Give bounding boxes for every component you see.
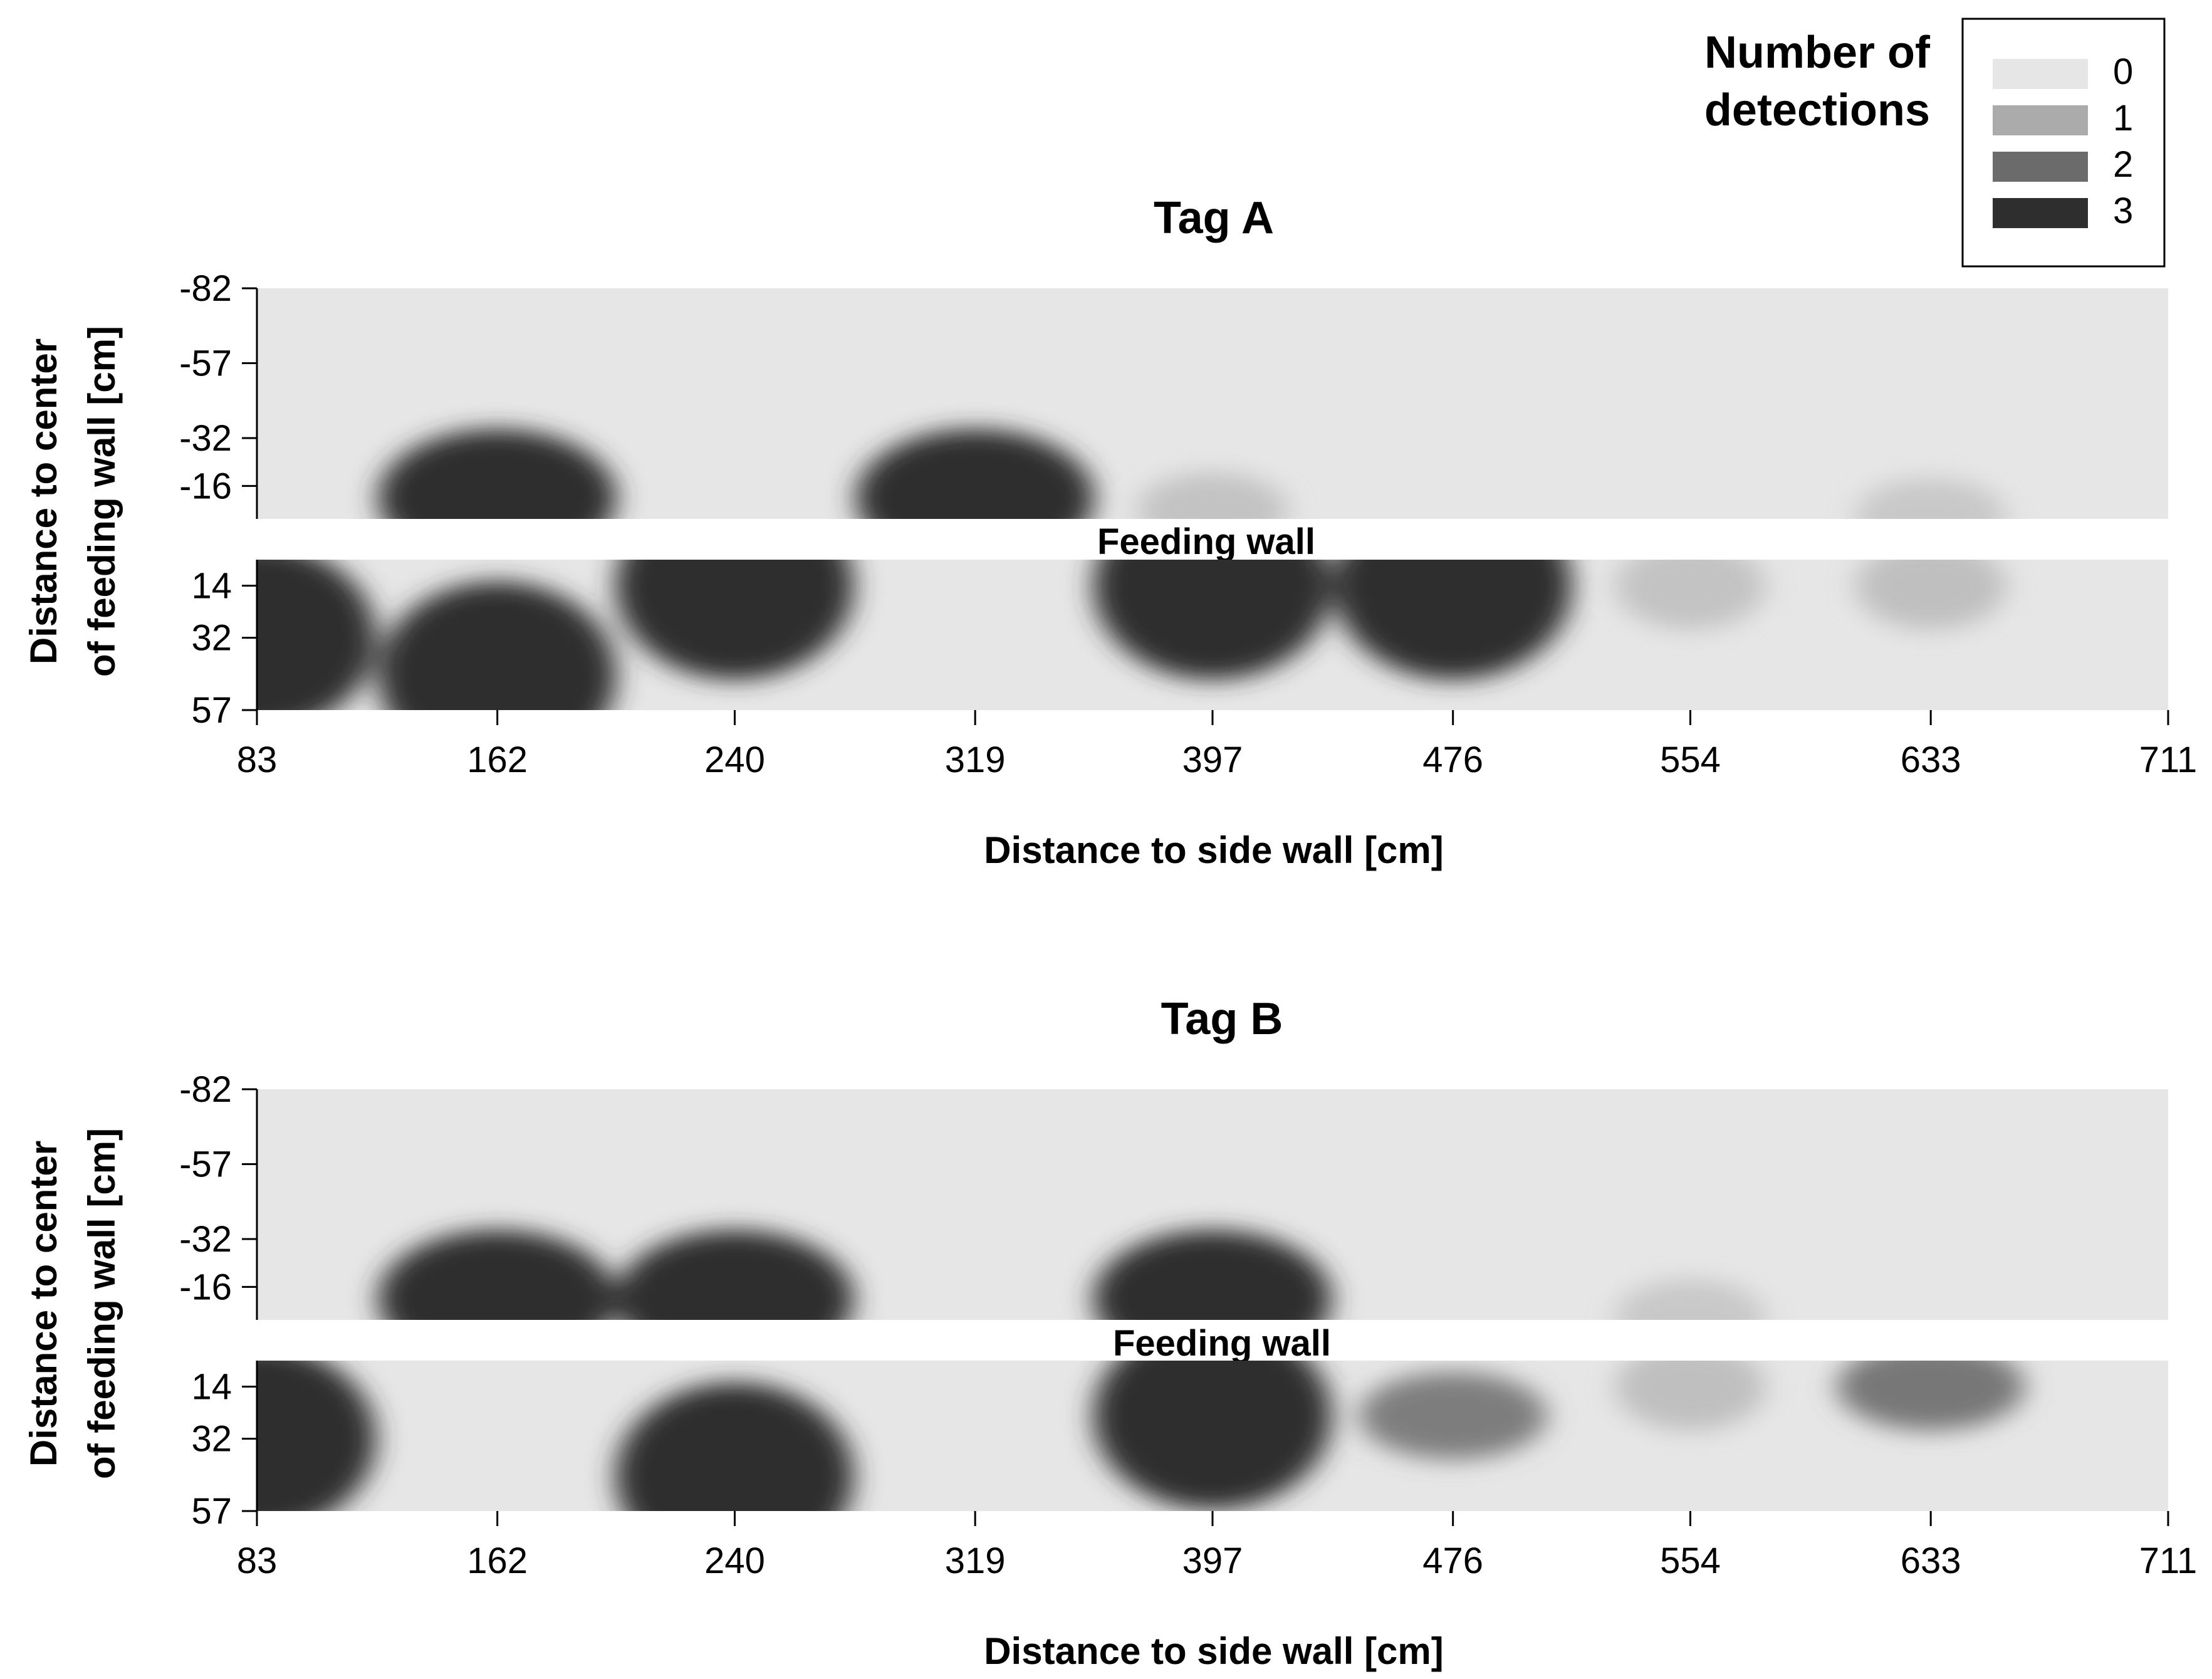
y-tick-label-tag-b--82: -82	[179, 1069, 232, 1110]
y-tick-label-tag-b-32: 32	[191, 1419, 232, 1460]
heat-spot-tag-b-5	[615, 1382, 854, 1511]
y-tick-label-tag-a--82: -82	[179, 268, 232, 309]
x-tick-label-tag-a-633: 633	[1901, 740, 1961, 780]
y-tick-label-tag-b--32: -32	[179, 1219, 232, 1260]
legend-title-line1: Number of	[1704, 28, 1931, 78]
heat-spot-tag-a-3	[1855, 478, 2006, 519]
legend-label-1: 1	[2113, 98, 2133, 139]
heat-spot-tag-a-7	[1093, 560, 1332, 680]
heat-spot-tag-b-7	[1359, 1371, 1547, 1460]
y-tick-label-tag-b-14: 14	[191, 1367, 232, 1408]
x-tick-label-tag-a-554: 554	[1660, 740, 1721, 780]
heat-spot-tag-a-8	[1333, 560, 1572, 680]
y-tick-label-tag-b--57: -57	[179, 1144, 232, 1185]
y-axis-title-tag-b-line2: of feeding wall [cm]	[81, 1128, 123, 1479]
y-axis-title-tag-a-line2: of feeding wall [cm]	[81, 326, 123, 677]
legend-items: 0 1 2 3	[1993, 51, 2133, 231]
legend-swatch-1	[1993, 105, 2088, 135]
heatmap-top-tag-b	[257, 1089, 2168, 1320]
heat-spot-tag-a-4	[257, 560, 376, 710]
y-tick-label-tag-a-32: 32	[191, 618, 232, 659]
legend-label-0: 0	[2113, 51, 2133, 92]
feeding-wall-label-tag-b: Feeding wall	[1113, 1323, 1331, 1364]
heat-spot-tag-b-0	[378, 1230, 617, 1320]
x-tick-label-tag-a-162: 162	[467, 740, 528, 780]
heat-spot-tag-a-0	[378, 429, 617, 519]
heat-spot-tag-b-1	[615, 1230, 854, 1320]
heat-spot-tag-a-6	[615, 560, 854, 680]
y-axis-title-tag-b-line1: Distance to center	[23, 1141, 65, 1467]
heat-spot-tag-a-10	[1855, 560, 2006, 630]
x-tick-label-tag-a-319: 319	[945, 740, 1006, 780]
heat-spot-tag-a-5	[378, 581, 617, 710]
heat-spot-tag-a-1	[856, 429, 1095, 519]
heat-spot-tag-b-8	[1615, 1361, 1766, 1431]
legend-label-2: 2	[2113, 144, 2133, 185]
legend-swatch-0	[1993, 59, 2088, 89]
legend-swatch-2	[1993, 152, 2088, 182]
heatmap-bottom-tag-a	[257, 560, 2168, 710]
panel-title-tag-b: Tag B	[1161, 994, 1283, 1044]
axes-tag-a: 83 162 240 319 397 476 554 633 711 -82 -57 -32 -16 14…	[179, 268, 2197, 780]
x-tick-label-tag-b-319: 319	[945, 1540, 1006, 1581]
x-tick-label-tag-b-711: 711	[2139, 1540, 2197, 1581]
legend: Number of detections 0 1 2 3	[1704, 18, 2166, 268]
x-tick-label-tag-a-711: 711	[2139, 740, 2197, 780]
feeding-wall-label-tag-a: Feeding wall	[1097, 521, 1315, 562]
heat-spot-tag-b-4	[257, 1361, 376, 1511]
x-tick-label-tag-a-397: 397	[1182, 740, 1243, 780]
legend-box	[1961, 18, 2166, 268]
x-tick-label-tag-b-554: 554	[1660, 1540, 1721, 1581]
heat-spot-tag-a-9	[1615, 560, 1766, 630]
heatmap-top-tag-a	[257, 288, 2168, 519]
x-tick-label-tag-b-240: 240	[704, 1540, 765, 1581]
y-tick-label-tag-a--32: -32	[179, 418, 232, 459]
legend-swatch-3	[1993, 198, 2088, 228]
heat-spot-tag-b-2	[1093, 1230, 1332, 1320]
axes-tag-b: 83 162 240 319 397 476 554 633 711 -82 -57 -32 -16 14…	[179, 1069, 2197, 1581]
panel-title-tag-a: Tag A	[1154, 193, 1274, 243]
y-tick-label-tag-a--16: -16	[179, 466, 232, 506]
x-tick-label-tag-a-476: 476	[1422, 740, 1483, 780]
legend-label-3: 3	[2113, 191, 2133, 231]
y-tick-label-tag-a-57: 57	[191, 690, 232, 731]
heat-spot-tag-a-2	[1137, 472, 1288, 519]
x-tick-label-tag-a-240: 240	[704, 740, 765, 780]
x-tick-label-tag-b-83: 83	[237, 1540, 278, 1581]
heat-spot-tag-b-3	[1615, 1279, 1766, 1320]
x-tick-label-tag-a-83: 83	[237, 740, 278, 780]
y-tick-label-tag-b-57: 57	[191, 1491, 232, 1532]
legend-title-line2: detections	[1704, 85, 1930, 135]
panel-tag-b: Tag B Feeding wall 83 162 240 319 397 476 554 6…	[23, 994, 2197, 1672]
y-tick-label-tag-a--57: -57	[179, 343, 232, 384]
panel-tag-a: Tag A Feeding wall 83 162 240 319 397 476 554 6…	[23, 193, 2197, 871]
x-tick-label-tag-b-476: 476	[1422, 1540, 1483, 1581]
heatmap-bottom-tag-b	[257, 1361, 2168, 1511]
x-tick-label-tag-b-397: 397	[1182, 1540, 1243, 1581]
y-axis-title-tag-a-line1: Distance to center	[23, 338, 65, 664]
x-axis-title-tag-a: Distance to side wall [cm]	[984, 829, 1444, 871]
x-axis-title-tag-b: Distance to side wall [cm]	[984, 1630, 1444, 1672]
y-tick-label-tag-a-14: 14	[191, 566, 232, 607]
heat-spot-tag-b-6	[1093, 1361, 1332, 1510]
heat-spot-tag-b-9	[1837, 1361, 2025, 1431]
x-tick-label-tag-b-633: 633	[1901, 1540, 1961, 1581]
x-tick-label-tag-b-162: 162	[467, 1540, 528, 1581]
y-tick-label-tag-b--16: -16	[179, 1267, 232, 1307]
